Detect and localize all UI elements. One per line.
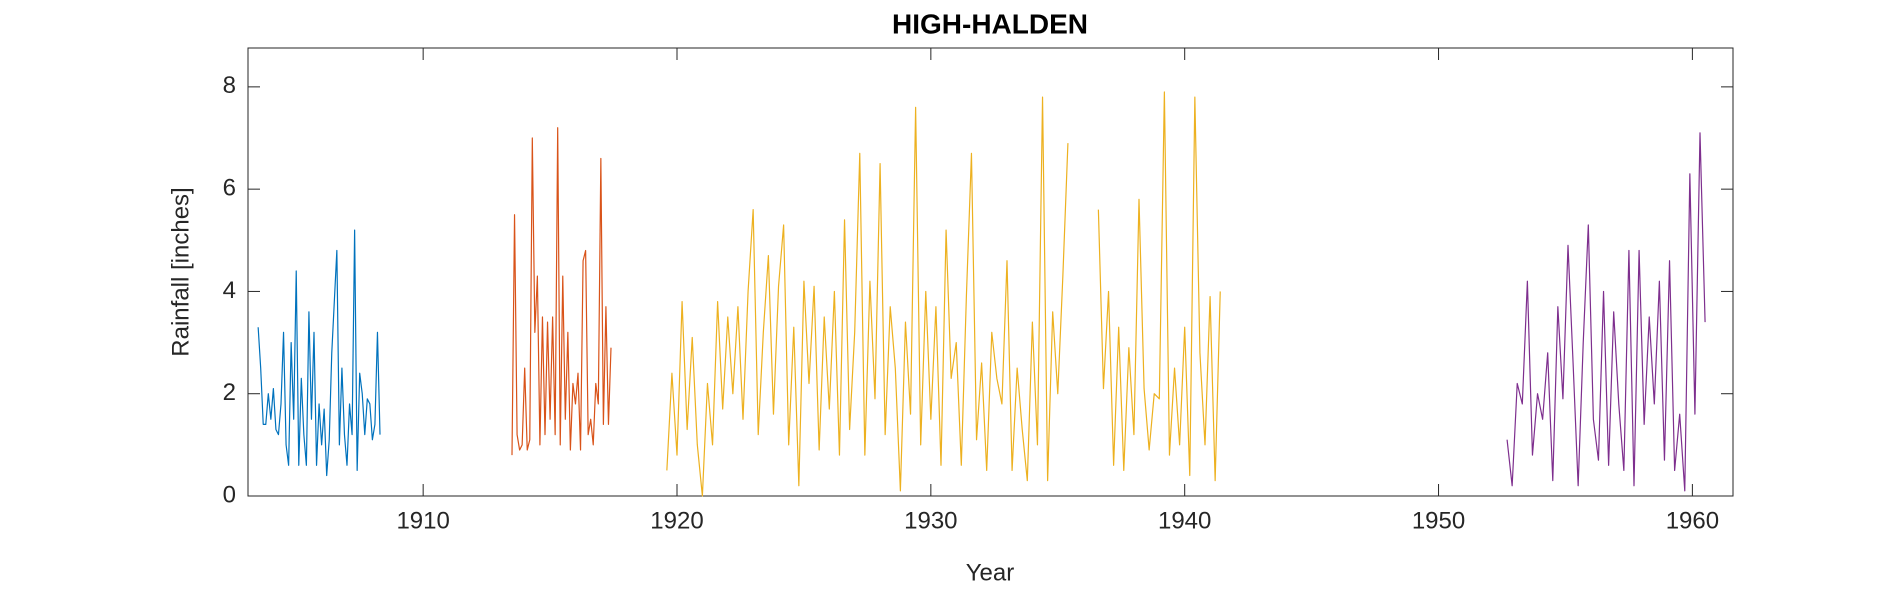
y-tick-label: 6 bbox=[223, 174, 236, 201]
x-tick-label: 1940 bbox=[1158, 507, 1211, 534]
rainfall-line bbox=[666, 91, 1221, 497]
y-tick-label: 0 bbox=[223, 481, 236, 508]
y-tick-label: 8 bbox=[223, 72, 236, 99]
rainfall-line bbox=[511, 127, 612, 456]
y-axis-label: Rainfall [inches] bbox=[167, 187, 194, 356]
rainfall-line bbox=[1506, 132, 1706, 492]
x-axis-label: Year bbox=[966, 559, 1015, 586]
x-tick-label: 1920 bbox=[650, 507, 703, 534]
x-tick-label: 1960 bbox=[1666, 507, 1719, 534]
rainfall-line bbox=[257, 229, 381, 477]
plot-area bbox=[247, 47, 1734, 497]
x-tick-label: 1930 bbox=[904, 507, 957, 534]
chart-title: HIGH-HALDEN bbox=[892, 8, 1088, 39]
x-tick-label: 1910 bbox=[396, 507, 449, 534]
x-tick-label: 1950 bbox=[1412, 507, 1465, 534]
y-tick-label: 4 bbox=[223, 277, 236, 304]
y-tick-label: 2 bbox=[223, 379, 236, 406]
